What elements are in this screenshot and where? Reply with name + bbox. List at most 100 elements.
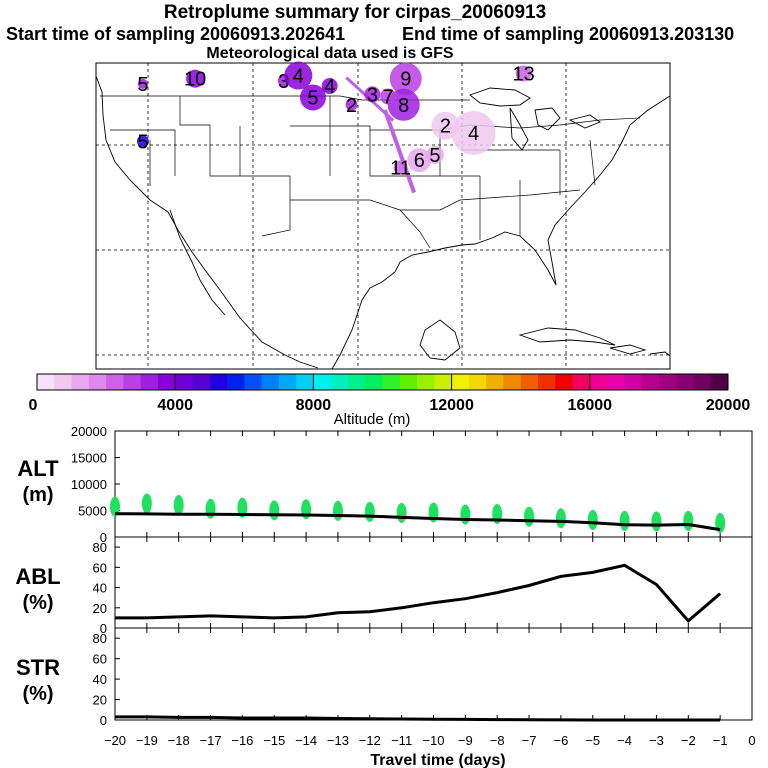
marker-label-11: 7 <box>382 86 393 108</box>
x-tick-label-9: −11 <box>391 733 412 748</box>
x-tick-label-17: −3 <box>649 733 664 748</box>
colorbar-cell-10 <box>209 374 228 390</box>
alt-scatter-11 <box>460 504 471 525</box>
x-tick-label-16: −4 <box>617 733 632 748</box>
marker-label-5: 5 <box>307 87 318 109</box>
panel-0-label: ALT <box>17 456 59 481</box>
marker-label-16: 11 <box>390 158 411 180</box>
colorbar-cell-14 <box>278 374 297 390</box>
alt-scatter-4 <box>237 497 248 518</box>
colorbar-tick-label-2: 8000 <box>296 397 332 414</box>
colorbar-cell-4 <box>106 374 124 390</box>
colorbar-cell-29 <box>537 374 556 390</box>
alt-scatter-0 <box>110 496 120 517</box>
colorbar-cell-11 <box>227 374 245 390</box>
marker-label-13: 4 <box>468 123 479 145</box>
colorbar-cell-17 <box>330 374 349 390</box>
colorbar-tick-label-3: 12000 <box>429 397 474 414</box>
marker-13 <box>451 111 496 156</box>
alt-scatter-16 <box>619 510 630 531</box>
marker-label-8: 3 <box>367 84 378 106</box>
panel-1-ytick-label-4: 80 <box>93 540 107 555</box>
colorbar-cell-37 <box>676 374 694 390</box>
colorbar-cell-16 <box>313 374 332 390</box>
marker-label-14: 6 <box>414 150 425 172</box>
colorbar-cell-27 <box>503 374 522 390</box>
marker-4 <box>284 61 313 90</box>
x-tick-label-15: −5 <box>585 733 600 748</box>
colorbar-cell-36 <box>658 374 677 390</box>
x-tick-label-0: −20 <box>104 733 126 748</box>
colorbar-cell-20 <box>382 374 401 390</box>
marker-8 <box>364 86 381 103</box>
marker-15 <box>425 145 444 164</box>
panel-2-ytick-label-0: 0 <box>100 713 107 728</box>
colorbar-cell-26 <box>486 374 504 390</box>
start-time-label: Start time of sampling 20060913.202641 <box>6 24 346 44</box>
colorbar-cell-12 <box>244 374 263 390</box>
colorbar-cell-28 <box>520 374 539 390</box>
colorbar-cell-5 <box>123 374 142 390</box>
colorbar-cell-2 <box>71 374 90 390</box>
x-tick-label-20: 0 <box>748 733 755 748</box>
marker-7 <box>345 98 358 111</box>
x-tick-label-5: −15 <box>263 733 285 748</box>
marker-label-15: 5 <box>429 145 440 167</box>
x-tick-label-4: −16 <box>231 733 253 748</box>
x-tick-label-2: −18 <box>168 733 190 748</box>
colorbar-cell-23 <box>434 374 453 390</box>
marker-16 <box>393 160 408 175</box>
marker-1 <box>137 78 148 89</box>
colorbar-cell-9 <box>192 374 211 390</box>
colorbar-cell-15 <box>296 374 314 390</box>
marker-label-0: 10 <box>184 69 206 91</box>
colorbar-cell-3 <box>88 374 107 390</box>
marker-label-10: 8 <box>398 95 409 117</box>
alt-scatter-1 <box>141 493 152 514</box>
met-data-label: Meteorological data used is GFS <box>206 45 454 62</box>
marker-label-7: 2 <box>346 95 357 117</box>
colorbar-cell-25 <box>468 374 487 390</box>
panel-1-ytick-label-2: 40 <box>93 581 107 596</box>
colorbar-frame <box>36 373 729 391</box>
alt-scatter-7 <box>332 500 343 521</box>
coastlines <box>95 75 671 370</box>
marker-11 <box>380 88 397 105</box>
colorbar-cell-34 <box>624 374 643 390</box>
alt-scatter-15 <box>587 509 598 530</box>
x-tick-label-1: −19 <box>136 733 158 748</box>
panel-0-ytick-label-2: 10000 <box>71 477 107 492</box>
colorbar-cell-24 <box>451 374 470 390</box>
colorbar-cell-1 <box>54 374 73 390</box>
panel-2-ytick-label-2: 40 <box>93 672 107 687</box>
colorbar-cell-30 <box>555 374 574 390</box>
colorbar-cell-31 <box>572 374 591 390</box>
alt-scatter-8 <box>364 501 375 522</box>
panel-2-label: STR <box>16 655 60 680</box>
panel-1-label: ABL <box>15 564 60 589</box>
x-tick-label-3: −17 <box>200 733 222 748</box>
colorbar-tick-label-5: 20000 <box>706 397 751 414</box>
map-frame <box>95 62 671 370</box>
travel-time-axis: −20 −19 −18 −17 −16 −15 −14 −13 −12 −11 −10 −9 −8 −7−… <box>104 733 756 748</box>
alt-scatter-14 <box>555 508 566 529</box>
alt-scatter-5 <box>269 500 280 521</box>
x-tick-label-10: −10 <box>422 733 444 748</box>
panel-2-ytick-label-4: 80 <box>93 631 107 646</box>
marker-0 <box>186 69 205 88</box>
marker-label-9: 9 <box>400 69 411 91</box>
colorbar-cell-8 <box>175 374 193 390</box>
map-gridlines <box>96 63 670 369</box>
alt-scatter-2 <box>173 495 184 516</box>
marker-5 <box>299 84 326 111</box>
colorbar-cell-0 <box>37 374 55 390</box>
colorbar-tick-label-0: 0 <box>29 397 38 414</box>
x-tick-label-7: −13 <box>327 733 349 748</box>
marker-6 <box>321 77 338 94</box>
colorbar-cell-21 <box>399 374 418 390</box>
marker-label-3: 3 <box>278 71 289 93</box>
marker-label-12: 2 <box>440 116 451 138</box>
x-tick-label-19: −1 <box>713 733 728 748</box>
